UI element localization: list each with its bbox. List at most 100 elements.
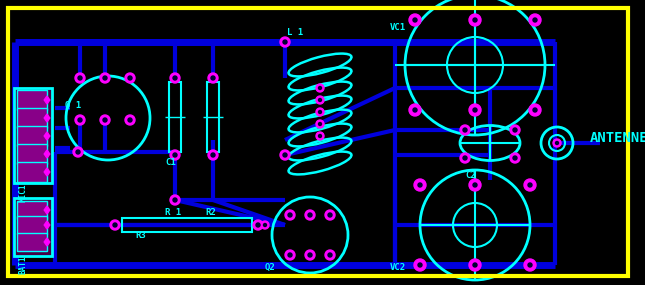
Circle shape <box>463 128 467 132</box>
Circle shape <box>316 132 324 140</box>
Bar <box>17 126 47 146</box>
Circle shape <box>261 221 269 229</box>
Bar <box>169 82 181 152</box>
Circle shape <box>533 18 537 22</box>
Circle shape <box>533 108 537 112</box>
Circle shape <box>529 104 541 116</box>
Circle shape <box>264 223 266 227</box>
Circle shape <box>280 150 290 160</box>
Circle shape <box>418 263 422 267</box>
Circle shape <box>524 179 536 191</box>
Bar <box>17 216 47 234</box>
Circle shape <box>305 210 315 220</box>
Circle shape <box>319 123 321 125</box>
Circle shape <box>308 253 312 257</box>
Text: Q 1: Q 1 <box>65 101 81 110</box>
Circle shape <box>285 210 295 220</box>
Circle shape <box>173 198 177 202</box>
Circle shape <box>418 183 422 187</box>
Bar <box>14 198 52 256</box>
Circle shape <box>316 120 324 128</box>
Circle shape <box>283 153 287 157</box>
Circle shape <box>473 18 477 22</box>
Text: C1: C1 <box>165 158 175 167</box>
Circle shape <box>128 76 132 80</box>
Circle shape <box>319 111 321 113</box>
Circle shape <box>113 223 117 227</box>
Circle shape <box>528 183 532 187</box>
Polygon shape <box>45 206 50 214</box>
Text: BAT1: BAT1 <box>19 256 28 274</box>
Circle shape <box>280 37 290 47</box>
Text: C2: C2 <box>465 171 476 180</box>
Circle shape <box>319 135 321 137</box>
Polygon shape <box>45 96 50 104</box>
Circle shape <box>208 150 218 160</box>
Circle shape <box>211 153 215 157</box>
Circle shape <box>529 14 541 26</box>
Circle shape <box>528 263 532 267</box>
Circle shape <box>460 125 470 135</box>
Circle shape <box>110 220 120 230</box>
Text: VC2: VC2 <box>390 263 406 272</box>
Circle shape <box>208 73 218 83</box>
Polygon shape <box>45 238 50 246</box>
Circle shape <box>316 84 324 92</box>
Circle shape <box>103 118 107 122</box>
Circle shape <box>316 96 324 104</box>
Circle shape <box>469 14 481 26</box>
Circle shape <box>316 108 324 116</box>
Circle shape <box>283 40 287 44</box>
Text: R3: R3 <box>135 231 146 240</box>
Circle shape <box>103 76 107 80</box>
Bar <box>17 108 47 128</box>
Circle shape <box>553 139 561 147</box>
Circle shape <box>328 253 332 257</box>
Circle shape <box>211 76 215 80</box>
Circle shape <box>78 118 82 122</box>
Bar <box>17 90 47 110</box>
Text: L 1: L 1 <box>287 28 303 37</box>
Circle shape <box>414 259 426 271</box>
Circle shape <box>469 104 481 116</box>
Circle shape <box>513 128 517 132</box>
Bar <box>17 162 47 182</box>
Circle shape <box>308 213 312 217</box>
Circle shape <box>409 14 421 26</box>
Circle shape <box>173 76 177 80</box>
Circle shape <box>513 156 517 160</box>
Circle shape <box>325 250 335 260</box>
Circle shape <box>170 150 180 160</box>
Bar <box>122 218 252 232</box>
Circle shape <box>473 263 477 267</box>
Polygon shape <box>45 114 50 122</box>
Polygon shape <box>45 221 50 229</box>
Circle shape <box>305 250 315 260</box>
Circle shape <box>100 115 110 125</box>
Circle shape <box>288 253 292 257</box>
Circle shape <box>413 18 417 22</box>
Circle shape <box>76 150 80 154</box>
Text: MIC1: MIC1 <box>19 183 28 201</box>
Circle shape <box>473 108 477 112</box>
Bar <box>17 144 47 164</box>
Text: R2: R2 <box>205 208 215 217</box>
Circle shape <box>510 125 520 135</box>
Circle shape <box>510 153 520 163</box>
Circle shape <box>125 115 135 125</box>
Bar <box>207 82 219 152</box>
Circle shape <box>555 141 559 144</box>
Polygon shape <box>45 132 50 140</box>
Circle shape <box>460 153 470 163</box>
Circle shape <box>256 223 260 227</box>
Circle shape <box>325 210 335 220</box>
Circle shape <box>253 220 263 230</box>
Circle shape <box>524 259 536 271</box>
Circle shape <box>288 213 292 217</box>
Circle shape <box>100 73 110 83</box>
Circle shape <box>285 250 295 260</box>
Polygon shape <box>45 150 50 158</box>
Circle shape <box>328 213 332 217</box>
Circle shape <box>469 179 481 191</box>
Text: VC1: VC1 <box>390 23 406 32</box>
